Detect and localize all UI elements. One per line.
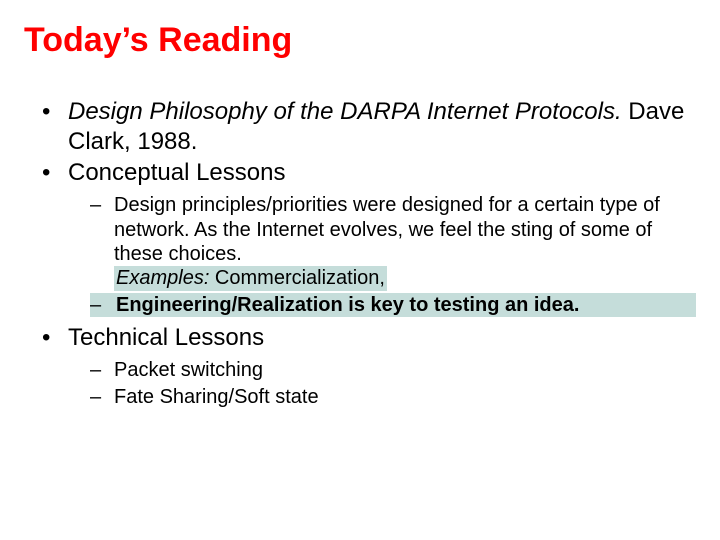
list-item: Technical Lessons Packet switching Fate … — [42, 323, 696, 409]
plain-text: Technical Lessons — [68, 324, 264, 351]
plain-text: Commercialization, — [209, 267, 385, 289]
plain-text: Design principles/priorities were design… — [114, 194, 660, 265]
list-item: Packet switching — [90, 358, 696, 382]
bullet-list-level1: Design Philosophy of the DARPA Internet … — [42, 97, 696, 409]
plain-text: Conceptual Lessons — [68, 159, 285, 186]
list-item: Fate Sharing/Soft state — [90, 385, 696, 409]
list-item: Conceptual Lessons Design principles/pri… — [42, 158, 696, 317]
slide-title: Today’s Reading — [24, 22, 696, 59]
list-item: Engineering/Realization is key to testin… — [90, 293, 696, 317]
list-item: Design principles/priorities were design… — [90, 193, 696, 291]
plain-text: Fate Sharing/Soft state — [114, 386, 319, 408]
italic-text: Examples: — [116, 267, 209, 289]
bullet-list-level2: Packet switching Fate Sharing/Soft state — [90, 358, 696, 409]
italic-text: Design Philosophy of the DARPA Internet … — [68, 98, 622, 125]
list-item: Design Philosophy of the DARPA Internet … — [42, 97, 696, 156]
highlight-text: Examples: Commercialization, — [114, 266, 387, 290]
plain-text: Packet switching — [114, 359, 263, 381]
highlight-bold-text: Engineering/Realization is key to testin… — [114, 293, 581, 317]
bullet-list-level2: Design principles/priorities were design… — [90, 193, 696, 317]
